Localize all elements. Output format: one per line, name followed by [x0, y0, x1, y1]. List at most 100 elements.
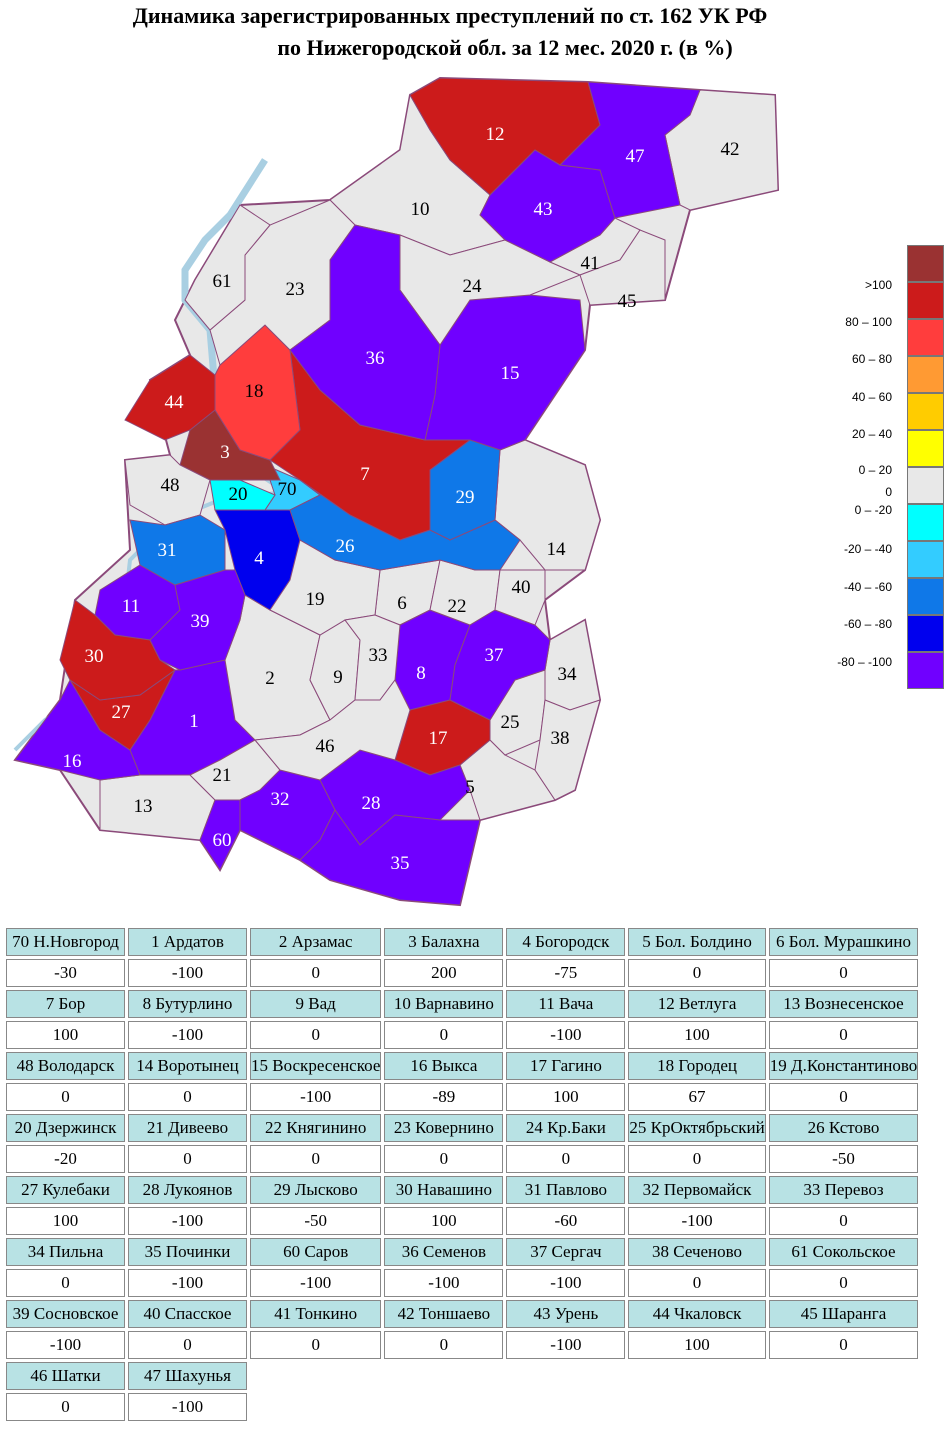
- district-39-area: [149, 569, 246, 671]
- district-name-cell: 60 Саров: [250, 1238, 382, 1266]
- table-row: -100 0 0 0 -100 100 0: [6, 1331, 919, 1359]
- district-value-cell: 0: [250, 1021, 382, 1049]
- district-18-label: 18: [245, 381, 264, 402]
- district-value-cell: -60: [506, 1207, 626, 1235]
- district-37-label: 37: [485, 645, 504, 666]
- district-value-cell: 100: [6, 1021, 125, 1049]
- district-name-cell: 29 Лысково: [250, 1176, 382, 1204]
- district-value-cell: 0: [6, 1393, 125, 1421]
- empty-cell: [506, 1362, 625, 1390]
- district-value-cell: 0: [6, 1269, 125, 1297]
- district-44-label: 44: [165, 392, 185, 413]
- district-21-label: 21: [213, 765, 232, 786]
- district-name-cell: 15 Воскресенское: [250, 1052, 382, 1080]
- district-name-cell: 9 Вад: [250, 990, 382, 1018]
- legend-swatch: [907, 356, 944, 393]
- district-name-cell: 37 Сергач: [506, 1238, 626, 1266]
- district-17-label: 17: [429, 728, 448, 749]
- district-value-cell: -50: [250, 1207, 382, 1235]
- district-name-cell: 1 Ардатов: [128, 928, 247, 956]
- district-name-cell: 17 Гагино: [506, 1052, 626, 1080]
- table-row: 0 -100: [6, 1393, 918, 1421]
- district-name-cell: 13 Вознесенское: [768, 990, 919, 1018]
- district-3-label: 3: [220, 442, 230, 463]
- district-name-cell: 3 Балахна: [384, 928, 504, 956]
- legend-label: >100: [864, 278, 892, 292]
- district-70-label: 70: [278, 479, 297, 500]
- district-name-cell: 26 Кстово: [768, 1114, 919, 1142]
- district-2-label: 2: [265, 668, 275, 689]
- district-name-cell: 36 Семенов: [384, 1238, 504, 1266]
- table-row: 100 -100 -50 100 -60 -100 0: [6, 1207, 919, 1235]
- district-1-label: 1: [189, 711, 199, 732]
- legend-label: 0: [885, 485, 892, 499]
- district-name-cell: 42 Тоншаево: [384, 1300, 504, 1328]
- district-value-cell: -100: [250, 1269, 382, 1297]
- district-value-cell: 0: [768, 1083, 919, 1111]
- district-value-cell: 67: [628, 1083, 766, 1111]
- district-35-label: 35: [391, 853, 410, 874]
- district-name-cell: 30 Навашино: [384, 1176, 504, 1204]
- district-26-label: 26: [336, 536, 355, 557]
- legend-swatch: [907, 467, 944, 504]
- district-5-label: 5: [465, 777, 475, 798]
- district-table: 70 Н.Новгород 1 Ардатов 2 Арзамас 3 Балахна…: [3, 925, 921, 1424]
- district-16-label: 16: [63, 751, 82, 772]
- district-value-cell: 0: [768, 1331, 919, 1359]
- district-36-area: [289, 224, 441, 441]
- district-value-cell: 0: [384, 1145, 504, 1173]
- district-43-label: 43: [534, 199, 553, 220]
- district-44-area: [124, 354, 216, 441]
- district-value-cell: 0: [6, 1083, 125, 1111]
- district-name-cell: 45 Шаранга: [768, 1300, 919, 1328]
- district-value-cell: 0: [250, 1331, 382, 1359]
- district-name-cell: 41 Тонкино: [250, 1300, 382, 1328]
- district-value-cell: 0: [128, 1145, 247, 1173]
- district-34-label: 34: [558, 664, 578, 685]
- district-19-label: 19: [306, 589, 325, 610]
- district-name-cell: 7 Бор: [6, 990, 125, 1018]
- table-row: -30 -100 0 200 -75 0 0: [6, 959, 919, 987]
- title-line-2: по Нижегородской обл. за 12 мес. 2020 г.…: [277, 35, 733, 60]
- district-name-cell: 48 Володарск: [6, 1052, 125, 1080]
- district-11-label: 11: [122, 596, 140, 617]
- district-value-cell: 0: [128, 1331, 247, 1359]
- empty-cell: [769, 1393, 919, 1421]
- district-value-cell: 100: [628, 1331, 766, 1359]
- district-name-cell: 39 Сосновское: [6, 1300, 125, 1328]
- map-legend: >100 80 – 100 60 – 80 40 – 60 20 – 40 0 – 20 0…: [820, 245, 950, 705]
- district-name-cell: 19 Д.Константиново: [768, 1052, 919, 1080]
- district-name-cell: 70 Н.Новгород: [6, 928, 125, 956]
- legend-swatch: [907, 393, 944, 430]
- district-value-cell: 0: [628, 959, 766, 987]
- district-29-label: 29: [456, 487, 475, 508]
- district-value-cell: 0: [384, 1331, 504, 1359]
- district-value-cell: -100: [128, 1269, 247, 1297]
- district-name-cell: 6 Бол. Мурашкино: [768, 928, 919, 956]
- district-31-label: 31: [158, 540, 177, 561]
- table-row: 70 Н.Новгород 1 Ардатов 2 Арзамас 3 Балахна…: [6, 928, 919, 956]
- district-value-cell: 0: [250, 1145, 382, 1173]
- district-name-cell: 31 Павлово: [506, 1176, 626, 1204]
- legend-label: -80 – -100: [837, 655, 892, 669]
- district-23-label: 23: [286, 279, 305, 300]
- table-row: 34 Пильна 35 Починки 60 Саров 36 Семенов 37 …: [6, 1238, 919, 1266]
- table-row: 39 Сосновское 40 Спасское 41 Тонкино 42 Тон…: [6, 1300, 919, 1328]
- district-value-cell: -100: [506, 1269, 626, 1297]
- district-name-cell: 20 Дзержинск: [6, 1114, 125, 1142]
- district-value-cell: 0: [128, 1083, 247, 1111]
- district-46-area: [254, 679, 411, 781]
- district-value-cell: -20: [6, 1145, 125, 1173]
- district-value-cell: -100: [128, 959, 247, 987]
- district-value-cell: -100: [128, 1393, 247, 1421]
- table-row: 0 0 -100 -89 100 67 0: [6, 1083, 919, 1111]
- table-row: 46 Шатки 47 Шахунья: [6, 1362, 918, 1390]
- district-47-area: [558, 81, 701, 219]
- district-40-area: [494, 569, 546, 626]
- district-value-cell: 0: [506, 1145, 626, 1173]
- district-name-cell: 44 Чкаловск: [628, 1300, 766, 1328]
- empty-cell: [628, 1362, 765, 1390]
- district-6-label: 6: [397, 593, 407, 614]
- district-value-cell: 0: [768, 1021, 919, 1049]
- district-value-cell: -100: [628, 1207, 766, 1235]
